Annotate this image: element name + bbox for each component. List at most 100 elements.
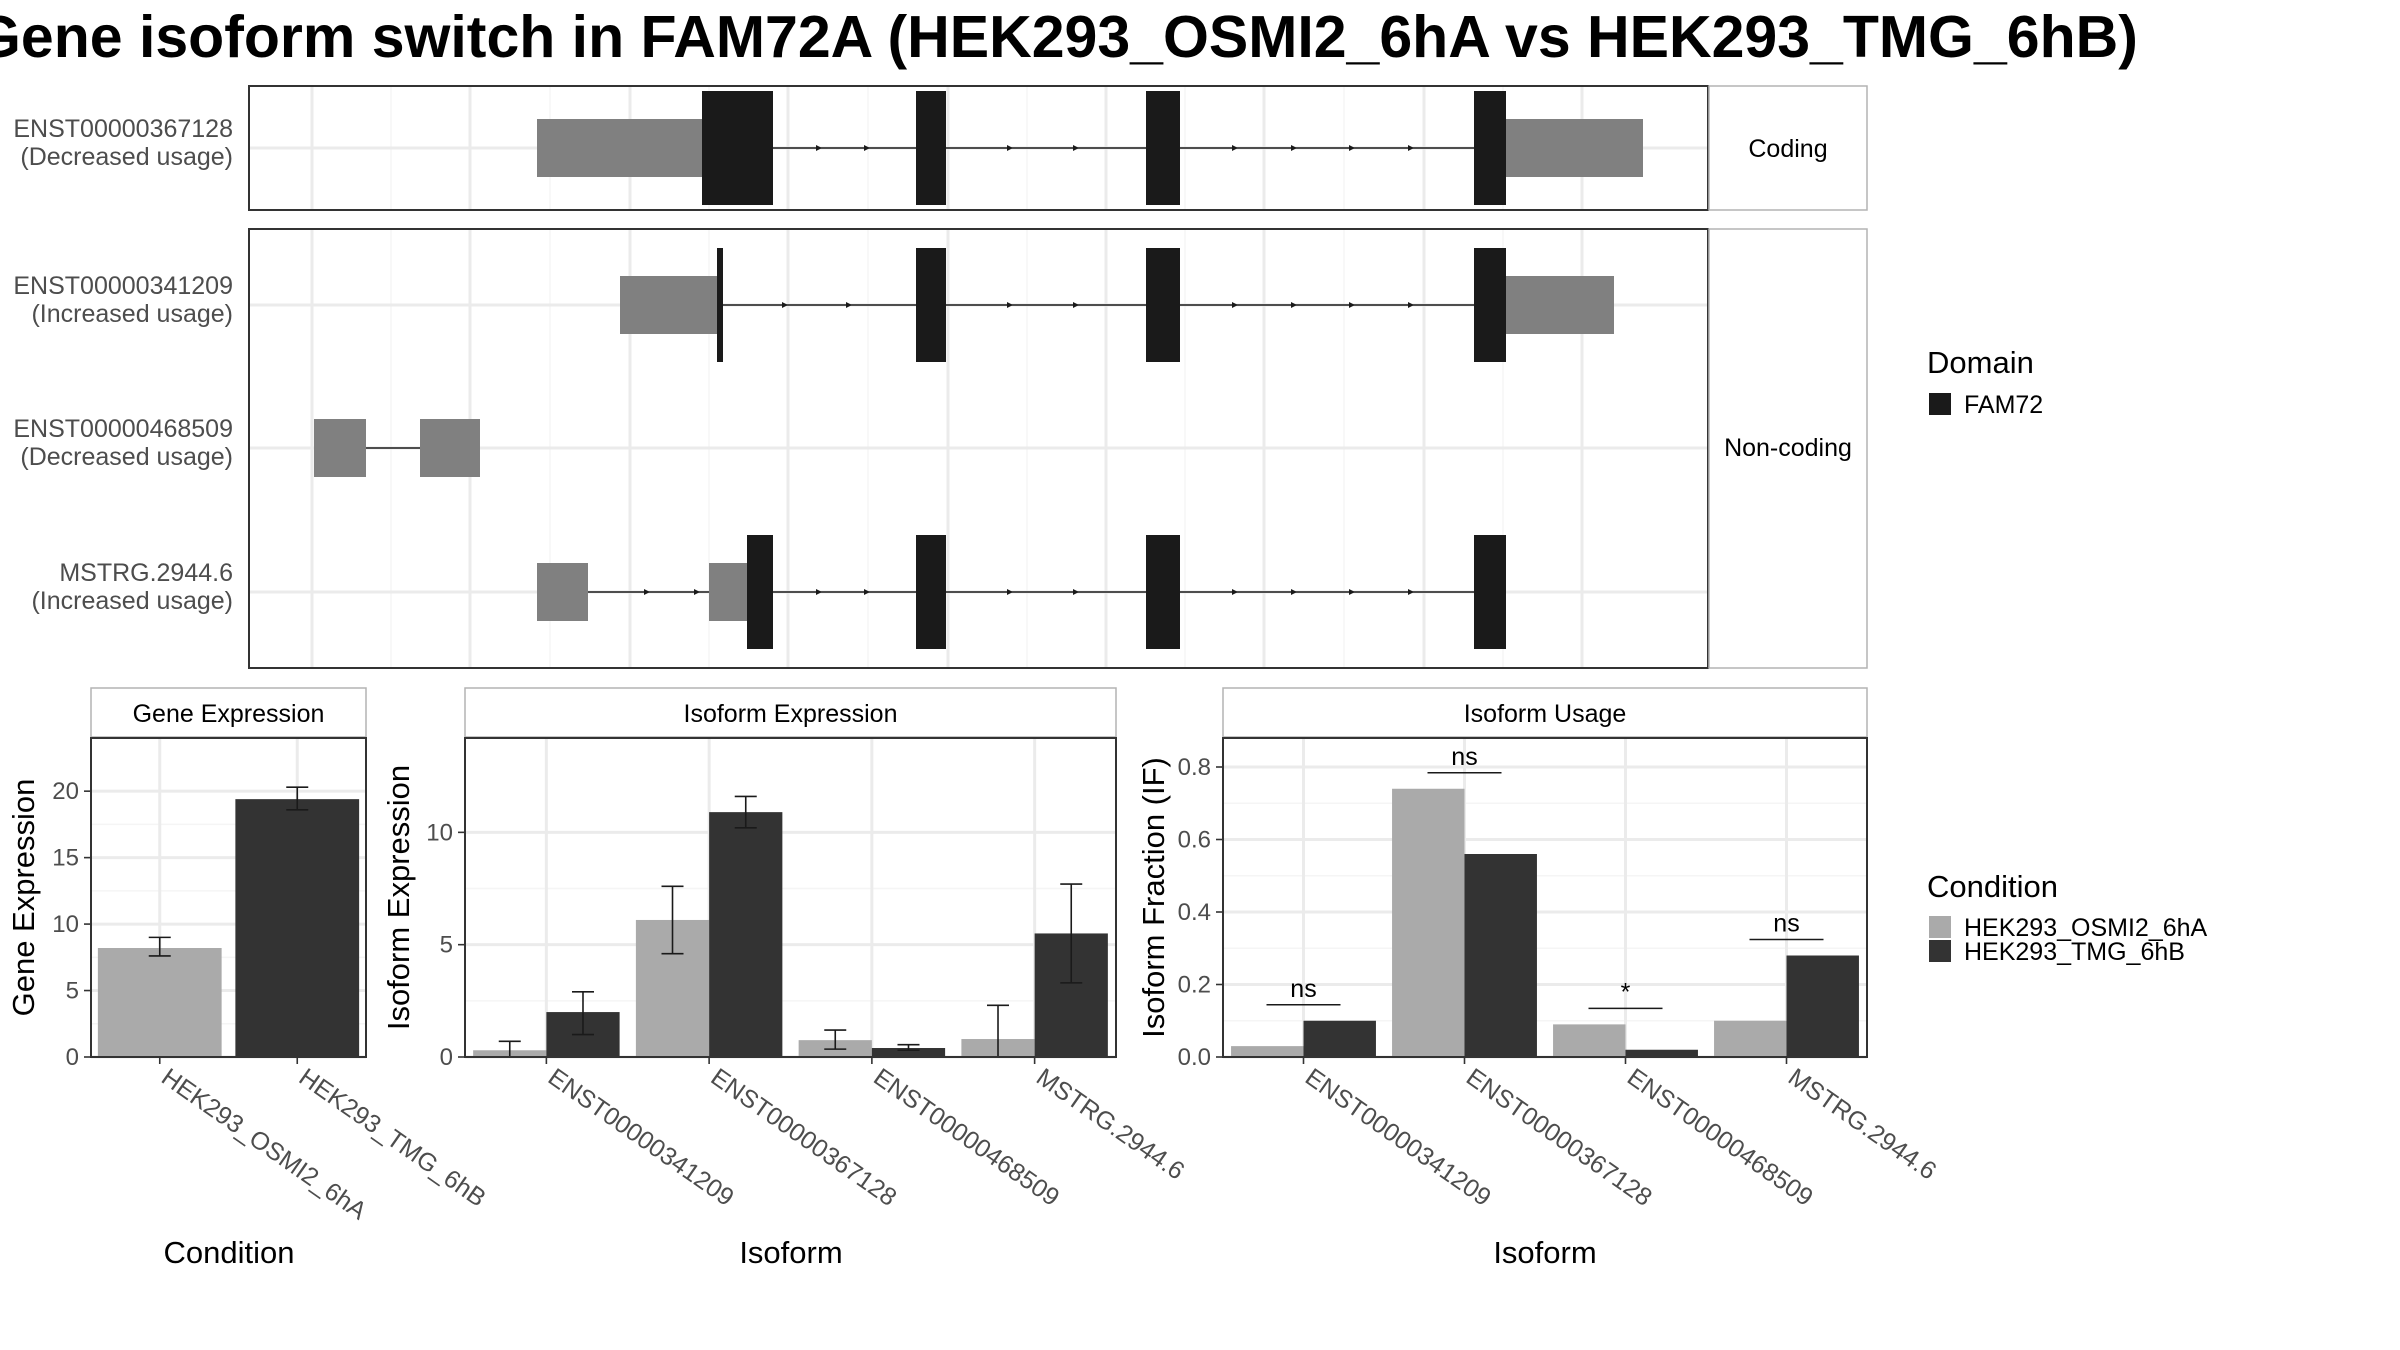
y-tick-label: 10 — [52, 911, 79, 938]
bar — [871, 1048, 946, 1057]
fam72-domain-block — [1474, 535, 1506, 649]
intron-direction-arrow — [1073, 589, 1079, 595]
intron-direction-arrow — [1408, 589, 1414, 595]
intron-direction-arrow — [1073, 302, 1079, 308]
bar — [1392, 788, 1465, 1057]
intron-direction-arrow — [1007, 589, 1013, 595]
facet-strip-label: Coding — [1748, 135, 1827, 163]
intron-direction-arrow — [1291, 589, 1297, 595]
utr-segment — [420, 419, 480, 477]
significance-label: ns — [1290, 975, 1316, 1003]
transcript-id-label: MSTRG.2944.6 — [59, 559, 233, 587]
intron-direction-arrow — [694, 589, 700, 595]
domain-legend-swatch — [1929, 393, 1951, 415]
utr-segment — [1500, 276, 1614, 334]
y-tick-label: 0.2 — [1178, 972, 1211, 999]
domain-legend-label: FAM72 — [1964, 391, 2043, 419]
y-axis-title: Isoform Expression — [381, 765, 416, 1030]
intron-direction-arrow — [1007, 145, 1013, 151]
error-bar — [897, 1043, 920, 1052]
fam72-domain-block — [916, 535, 946, 649]
bar — [1625, 1049, 1698, 1057]
fam72-domain-block — [1146, 535, 1180, 649]
intron-direction-arrow — [1349, 145, 1355, 151]
intron-direction-arrow — [1232, 589, 1238, 595]
fam72-domain-block — [702, 91, 773, 205]
fam72-domain-block — [717, 248, 723, 362]
panel-border — [1222, 737, 1868, 1058]
y-tick-label: 20 — [52, 778, 79, 805]
transcript-usage-label: (Increased usage) — [31, 587, 233, 615]
panel-border — [90, 737, 367, 1058]
y-axis-title: Gene Expression — [6, 779, 41, 1017]
utr-segment — [620, 276, 722, 334]
panel-background — [1223, 738, 1867, 1057]
intron-direction-arrow — [816, 589, 822, 595]
bar — [1786, 955, 1859, 1057]
transcript-id-label: ENST00000468509 — [13, 415, 233, 443]
intron-direction-arrow — [1291, 302, 1297, 308]
error-bar — [286, 786, 309, 811]
condition-legend-title: Condition — [1927, 869, 2058, 904]
intron-direction-arrow — [1232, 145, 1238, 151]
intron-direction-arrow — [644, 589, 650, 595]
facet-strip-label: Non-coding — [1724, 434, 1852, 462]
panel-title: Isoform Usage — [1464, 700, 1627, 728]
y-tick-label: 10 — [426, 819, 453, 846]
fam72-domain-block — [916, 91, 946, 205]
panel-title-strip — [90, 687, 367, 738]
error-bar — [734, 795, 757, 829]
bar — [1714, 1020, 1787, 1057]
legends: Domain FAM72 Condition HEK293_OSMI2_6hAHEK2… — [1927, 345, 2208, 966]
x-axis-title: Condition — [164, 1235, 295, 1270]
y-tick-label: 5 — [66, 978, 79, 1005]
intron-direction-arrow — [1408, 145, 1414, 151]
intron-direction-arrow — [1349, 589, 1355, 595]
intron-direction-arrow — [1232, 302, 1238, 308]
condition-legend-label: HEK293_TMG_6hB — [1964, 938, 2185, 966]
error-bar — [571, 991, 594, 1036]
fam72-domain-block — [1474, 248, 1506, 362]
panel-background — [465, 738, 1116, 1057]
transcript-usage-label: (Decreased usage) — [20, 443, 233, 471]
x-axis-title: Isoform — [1493, 1235, 1596, 1270]
x-axis-title: Isoform — [739, 1235, 842, 1270]
y-tick-label: 0.6 — [1178, 827, 1211, 854]
utr-segment — [537, 563, 588, 621]
intron-direction-arrow — [1073, 145, 1079, 151]
y-tick-label: 0.0 — [1178, 1044, 1211, 1071]
bar — [709, 812, 783, 1057]
error-bar — [1060, 883, 1083, 984]
panel-title-strip — [1222, 687, 1868, 738]
intron-direction-arrow — [1349, 302, 1355, 308]
significance-label: ns — [1451, 743, 1477, 771]
bar-panel-bar-1: Isoform Expression0510ENST00000341209ENS… — [381, 687, 1190, 1270]
condition-legend-swatch — [1929, 940, 1951, 962]
y-tick-label: 15 — [52, 845, 79, 872]
significance-label: ns — [1773, 910, 1799, 938]
utr-segment — [537, 119, 694, 177]
transcript-usage-label: (Decreased usage) — [20, 143, 233, 171]
utr-segment — [1500, 119, 1643, 177]
utr-segment — [709, 563, 747, 621]
fam72-domain-block — [1474, 91, 1506, 205]
transcript-structure-plot: CodingNon-codingENST00000367128(Decrease… — [13, 85, 1868, 669]
bar — [1303, 1020, 1376, 1057]
transcript-id-label: ENST00000367128 — [13, 115, 233, 143]
intron-direction-arrow — [864, 589, 870, 595]
intron-direction-arrow — [1291, 145, 1297, 151]
panel-title: Gene Expression — [133, 700, 325, 728]
error-bar — [661, 885, 684, 955]
fam72-domain-block — [1146, 91, 1180, 205]
transcript-usage-label: (Increased usage) — [31, 300, 233, 328]
bar-panels: Gene Expression05101520HEK293_OSMI2_6hAH… — [6, 687, 1941, 1270]
domain-legend-title: Domain — [1927, 345, 2034, 380]
bar — [97, 948, 222, 1057]
y-axis-title: Isoform Fraction (IF) — [1136, 757, 1171, 1038]
y-tick-label: 0 — [440, 1044, 453, 1071]
bar — [235, 799, 360, 1057]
coding-panel-border — [248, 85, 1709, 211]
y-tick-label: 5 — [440, 932, 453, 959]
